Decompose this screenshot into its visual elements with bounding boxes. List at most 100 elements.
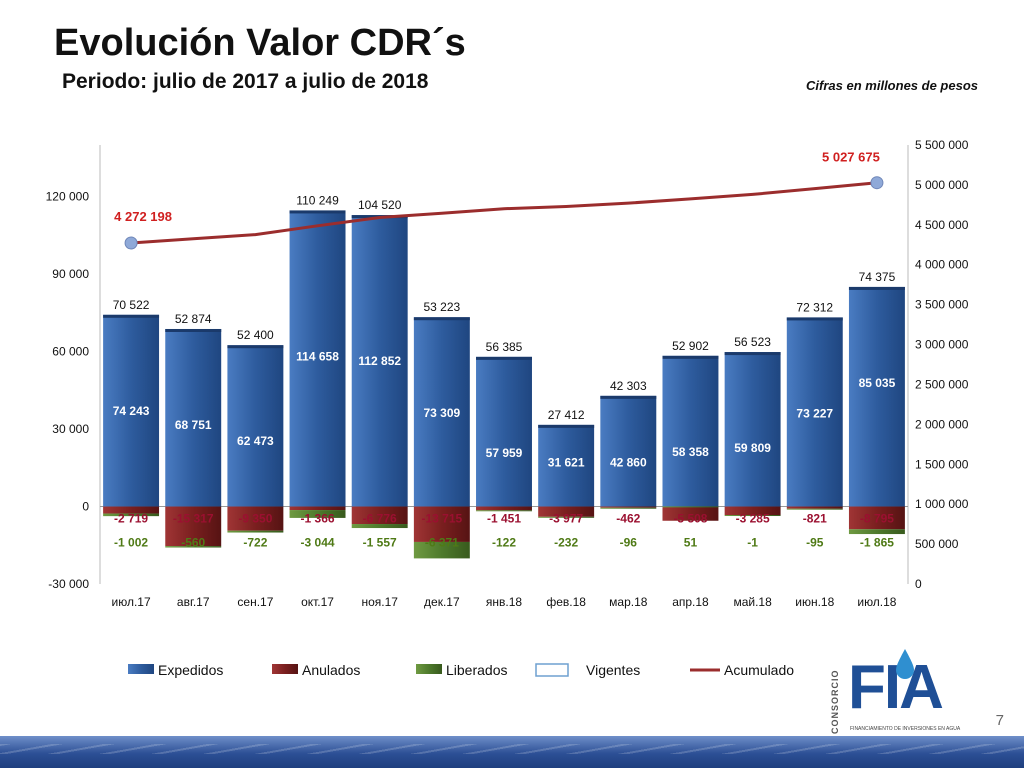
bar-vigentes-edge: [227, 345, 284, 349]
label-anulados: -3 285: [736, 512, 770, 526]
bar-vigentes-edge: [662, 355, 719, 359]
label-expedidos: 58 358: [672, 445, 709, 459]
legend-label-acumulado: Acumulado: [724, 662, 794, 678]
label-vigentes: 110 249: [296, 193, 339, 207]
bar-anulados: [165, 506, 222, 547]
legend-swatch-liberados: [416, 664, 442, 674]
x-tick-label: май.18: [733, 595, 772, 609]
label-liberados: -232: [554, 536, 578, 550]
label-vigentes: 70 522: [113, 298, 150, 312]
legend-label-vigentes: Vigentes: [586, 662, 640, 678]
label-anulados: -13 715: [421, 512, 462, 526]
bar-anulados: [289, 506, 346, 511]
right-tick-label: 500 000: [915, 537, 959, 551]
bar-vigentes-edge: [848, 286, 905, 290]
label-vigentes: 72 312: [796, 300, 833, 314]
left-tick-label: 120 000: [46, 190, 90, 204]
bar-anulados: [724, 506, 781, 516]
label-expedidos: 62 473: [237, 434, 274, 448]
bar-expedidos: [662, 355, 719, 507]
logo-consorcio-text: CONSORCIO: [830, 669, 840, 734]
bar-expedidos: [103, 314, 160, 507]
bar-liberados: [848, 529, 905, 535]
label-vigentes: 52 902: [672, 339, 709, 353]
legend-label-expedidos: Expedidos: [158, 662, 223, 678]
logo-letters: FIA: [848, 653, 944, 722]
logo-tagline: FINANCIAMIENTO DE INVERSIONES EN AGUA: [850, 726, 961, 732]
bar-expedidos: [724, 352, 781, 507]
label-expedidos: 114 658: [296, 349, 339, 363]
bar-liberados: [103, 513, 160, 517]
bar-expedidos: [786, 317, 843, 507]
right-tick-label: 5 500 000: [915, 138, 969, 152]
bar-vigentes-edge: [476, 356, 532, 360]
x-tick-label: янв.18: [486, 595, 523, 609]
bar-anulados: [786, 506, 843, 509]
x-tick-label: окт.17: [301, 595, 334, 609]
right-tick-label: 3 000 000: [915, 338, 969, 352]
bar-vigentes-edge: [786, 317, 843, 321]
label-liberados: -3 044: [301, 536, 335, 550]
bar-anulados: [351, 506, 408, 525]
bar-expedidos: [165, 328, 222, 507]
left-tick-label: 0: [82, 500, 89, 514]
bar-expedidos: [351, 215, 408, 507]
label-expedidos: 59 809: [734, 441, 771, 455]
right-tick-label: 1 000 000: [915, 497, 969, 511]
label-anulados: -1 451: [487, 512, 521, 526]
footer-stripes: [0, 744, 1024, 754]
bar-vigentes-edge: [103, 314, 160, 318]
water-drop-icon: [896, 649, 914, 679]
label-liberados: -1 002: [114, 536, 148, 550]
slide-subtitle: Periodo: julio de 2017 a julio de 2018: [62, 70, 429, 93]
legend-swatch-anulados: [272, 664, 298, 674]
marker-acumulado: [124, 236, 138, 250]
bar-expedidos: [848, 286, 905, 507]
label-liberados: -560: [181, 536, 205, 550]
label-vigentes: 53 223: [423, 300, 460, 314]
label-vigentes: 42 303: [610, 379, 647, 393]
bar-expedidos: [227, 345, 284, 507]
bar-anulados: [848, 506, 905, 530]
bar-anulados: [476, 506, 532, 511]
right-tick-label: 5 000 000: [915, 178, 969, 192]
label-liberados: -722: [243, 536, 267, 550]
bar-expedidos: [538, 424, 595, 507]
marker-acumulado: [870, 176, 884, 190]
x-tick-label: дек.17: [424, 595, 460, 609]
label-vigentes: 52 400: [237, 328, 274, 342]
label-expedidos: 73 227: [796, 406, 833, 420]
label-vigentes: 56 523: [734, 335, 771, 349]
x-tick-label: апр.18: [672, 595, 709, 609]
bar-anulados: [413, 506, 470, 542]
bar-liberados: [413, 541, 470, 559]
legend-swatch-expedidos: [128, 664, 154, 674]
legend-label-anulados: Anulados: [302, 662, 360, 678]
bar-liberados: [538, 516, 595, 518]
bar-anulados: [662, 506, 719, 521]
label-liberados: -95: [806, 536, 824, 550]
right-tick-label: 3 500 000: [915, 298, 969, 312]
label-anulados: -821: [803, 512, 827, 526]
bar-liberados: [227, 530, 284, 533]
label-vigentes: 27 412: [548, 408, 585, 422]
x-tick-label: сен.17: [237, 595, 273, 609]
left-tick-label: 60 000: [52, 345, 89, 359]
label-anulados: -462: [616, 512, 640, 526]
label-anulados: -3 977: [549, 512, 583, 526]
fia-logo: CONSORCIO FIA FINANCIAMIENTO DE INVERSIO…: [830, 648, 970, 740]
bar-vigentes-edge: [600, 395, 657, 399]
label-liberados: -122: [492, 536, 516, 550]
bar-anulados: [538, 506, 595, 517]
bar-liberados: [165, 546, 222, 548]
right-tick-label: 4 000 000: [915, 258, 969, 272]
bar-expedidos: [476, 356, 532, 507]
label-vigentes: 52 874: [175, 312, 212, 326]
cdr-evolution-chart: -30 000 0 30 000 60 000 90 000 120 000 0 500 00…: [46, 138, 969, 678]
bar-anulados: [103, 506, 160, 514]
label-liberados: -1: [747, 536, 758, 550]
label-anulados: -5 508: [673, 512, 707, 526]
left-tick-label: 90 000: [52, 267, 89, 281]
x-tick-label: июн.18: [795, 595, 834, 609]
right-tick-label: 1 500 000: [915, 457, 969, 471]
